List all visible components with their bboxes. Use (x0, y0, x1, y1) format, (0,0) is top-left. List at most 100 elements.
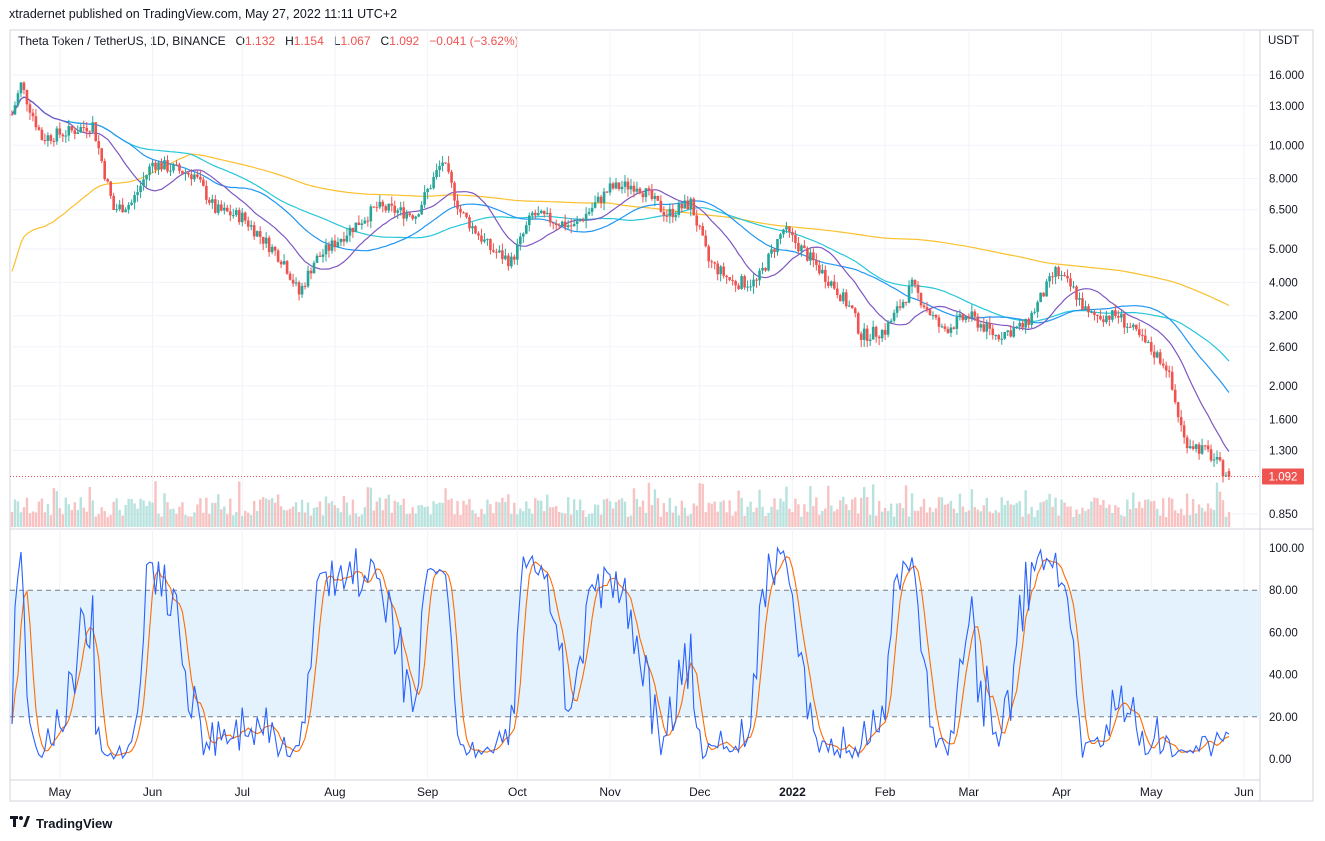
candle-down (1021, 322, 1024, 328)
candle-up (847, 305, 851, 307)
stoch-k-line (11, 546, 1230, 761)
volume-bar-down (1069, 506, 1072, 527)
volume-bar-down (121, 515, 124, 527)
volume-bar-down (552, 507, 555, 527)
candle-down (898, 306, 902, 308)
volume-bar-up (1048, 493, 1051, 527)
candle-up (46, 135, 50, 141)
volume-bar-up (614, 501, 618, 527)
candle-up (545, 212, 549, 215)
candle-up (363, 220, 367, 224)
candle-down (1137, 329, 1141, 336)
candle-down (533, 212, 537, 216)
candle-down (824, 269, 827, 282)
volume-bar-down (85, 511, 88, 527)
volume-bar-up (1045, 499, 1048, 527)
last-price-label: 1.092 (1269, 472, 1298, 484)
volume-bar-down (507, 494, 510, 527)
volume-bar-down (49, 515, 53, 527)
candle-up (324, 244, 328, 255)
candle-up (985, 322, 989, 332)
candle-down (477, 233, 480, 236)
candle-down (704, 235, 708, 247)
candle-down (1161, 363, 1165, 366)
volume-bar-up (118, 509, 121, 527)
candle-up (151, 162, 154, 167)
volume-bar-down (1042, 501, 1045, 527)
volume-bar-up (1018, 501, 1021, 527)
candle-down (698, 225, 702, 227)
candle-down (160, 162, 163, 170)
volume-bar-down (543, 511, 546, 527)
candle-up (387, 203, 391, 211)
candle-up (1105, 315, 1108, 323)
candle-down (1197, 444, 1201, 454)
candle-down (97, 141, 101, 149)
volume-bar-down (734, 511, 737, 527)
volume-bar-up (264, 498, 268, 527)
volume-bar-down (1087, 509, 1090, 527)
volume-bar-up (255, 510, 259, 527)
time-tick-label: Jun (1234, 785, 1253, 799)
candle-down (393, 205, 397, 213)
candle-down (375, 207, 379, 209)
volume-bar-up (504, 501, 507, 527)
time-tick-label: Apr (1052, 785, 1071, 799)
candle-down (202, 179, 205, 186)
volume-bar-down (468, 498, 471, 527)
candle-down (237, 210, 241, 223)
volume-bar-down (581, 510, 585, 527)
volume-bar-up (1084, 510, 1087, 527)
volume-bar-down (976, 509, 980, 527)
volume-bar-down (988, 511, 991, 527)
candle-up (530, 212, 534, 216)
volume-bar-up (163, 493, 166, 527)
candle-up (169, 170, 172, 172)
candle-down (806, 248, 809, 261)
volume-bar-up (895, 503, 899, 527)
candle-down (883, 330, 887, 335)
candle-up (1015, 326, 1018, 329)
volume-bar-down (1114, 505, 1117, 527)
volume-bar-up (519, 508, 522, 527)
candle-down (737, 285, 740, 289)
volume-bar-down (112, 501, 115, 527)
candle-down (1227, 471, 1231, 477)
candle-up (608, 183, 612, 193)
candle-down (465, 212, 468, 218)
candle-up (139, 185, 142, 193)
volume-bar-down (692, 503, 695, 527)
candle-up (300, 285, 304, 295)
volume-bar-down (563, 513, 567, 527)
volume-bar-down (1021, 516, 1024, 527)
candle-up (719, 266, 722, 275)
volume-bar-down (865, 497, 869, 527)
candle-down (913, 279, 917, 285)
candle-up (522, 233, 525, 237)
volume-bar-up (525, 501, 528, 527)
candle-down (31, 112, 35, 117)
volume-bar-down (638, 506, 642, 527)
candle-down (916, 284, 920, 293)
candle-down (58, 128, 62, 135)
volume-bar-down (261, 497, 265, 527)
volume-bar-up (540, 500, 543, 527)
volume-bar-up (67, 504, 71, 527)
symbol-title[interactable]: Theta Token / TetherUS, 1D, BINANCE (18, 34, 226, 48)
candle-up (901, 301, 905, 308)
volume-bar-down (100, 507, 103, 527)
volume-bar-down (10, 512, 14, 527)
volume-bar-down (716, 511, 719, 527)
volume-bar-down (465, 504, 468, 527)
footer-brand[interactable]: TradingView (10, 816, 112, 831)
candle-down (444, 162, 447, 164)
volume-bar-down (58, 508, 62, 527)
candle-up (115, 209, 118, 211)
volume-bar-up (139, 498, 142, 527)
candle-down (214, 199, 217, 213)
volume-bar-down (764, 515, 767, 527)
candle-up (578, 220, 582, 222)
volume-bar-down (94, 516, 97, 527)
candle-up (163, 160, 166, 170)
